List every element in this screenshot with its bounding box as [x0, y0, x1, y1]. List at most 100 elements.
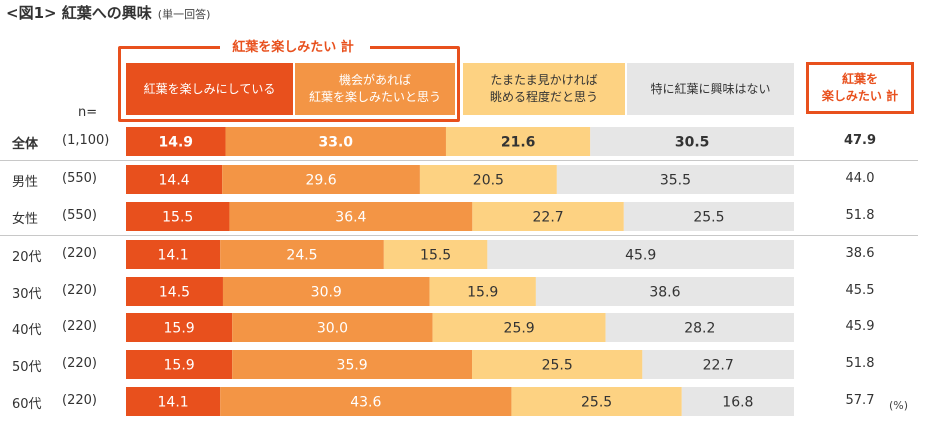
row-sample-size: (220) — [62, 318, 97, 334]
bar-segment — [225, 127, 446, 156]
bar-segment — [383, 240, 488, 269]
row-total-value: 47.9 — [843, 132, 877, 148]
bar-value-label: 14.9 — [158, 135, 193, 151]
bar-value-label: 15.9 — [467, 285, 498, 301]
row-sample-size: (550) — [62, 170, 97, 186]
bar-value-label: 22.7 — [703, 358, 734, 374]
bar-value-label: 15.5 — [162, 210, 193, 226]
bar-segment — [222, 165, 420, 194]
bar-value-label: 33.0 — [318, 135, 353, 151]
bar-value-label: 25.5 — [542, 358, 573, 374]
legend-item-2: 機会があれば 紅葉を楽しみたいと思う — [295, 63, 455, 115]
bar-segment — [126, 350, 233, 379]
bar-segment — [472, 202, 624, 231]
row-label: 30代 — [12, 286, 42, 302]
row-total-value: 45.5 — [845, 282, 875, 298]
bar-value-label: 22.7 — [533, 210, 564, 226]
row-label: 20代 — [12, 249, 42, 265]
bar-segment — [472, 350, 643, 379]
row-sample-size: (220) — [62, 245, 97, 261]
row-total-value: 51.8 — [845, 355, 875, 371]
bar-value-label: 15.5 — [420, 248, 451, 264]
row-total-value: 38.6 — [845, 245, 875, 261]
bar-segment — [220, 387, 512, 416]
row-label: 60代 — [12, 396, 42, 412]
bar-segment — [429, 277, 536, 306]
legend-item-3: たまたま見かければ 眺める程度だと思う — [463, 63, 625, 115]
row-separator — [0, 160, 918, 161]
bar-segment — [220, 240, 384, 269]
row-total-value: 44.0 — [845, 170, 875, 186]
bar-segment — [126, 387, 221, 416]
row-separator — [0, 235, 918, 236]
bar-segment — [232, 350, 473, 379]
bar-value-label: 14.4 — [159, 173, 190, 189]
bar-segment — [222, 277, 430, 306]
bar-value-label: 36.4 — [335, 210, 366, 226]
bar-segment — [556, 165, 794, 194]
row-total-value: 45.9 — [845, 318, 875, 334]
bar-segment — [229, 202, 473, 231]
bar-value-label: 21.6 — [501, 135, 536, 151]
bar-value-label: 15.9 — [164, 321, 195, 337]
bar-value-label: 29.6 — [305, 173, 336, 189]
legend-item-4: 特に紅葉に興味はない — [627, 63, 794, 115]
row-sample-size: (220) — [62, 282, 97, 298]
bar-segment — [126, 277, 223, 306]
bar-segment — [623, 202, 794, 231]
bar-segment — [445, 127, 591, 156]
bar-value-label: 30.5 — [675, 135, 710, 151]
bar-value-label: 25.5 — [581, 395, 612, 411]
bar-value-label: 20.5 — [473, 173, 504, 189]
bar-segment — [419, 165, 557, 194]
n-label: n= — [78, 105, 98, 120]
bar-value-label: 38.6 — [649, 285, 680, 301]
row-sample-size: (550) — [62, 207, 97, 223]
bar-segment — [642, 350, 794, 379]
bar-value-label: 43.6 — [350, 395, 381, 411]
bar-value-label: 16.8 — [722, 395, 753, 411]
bar-segment — [232, 313, 433, 342]
bar-segment — [511, 387, 682, 416]
bar-segment — [126, 313, 233, 342]
bar-value-label: 25.5 — [693, 210, 724, 226]
legend-item-1: 紅葉を楽しみにしている — [126, 63, 293, 115]
bar-value-label: 14.5 — [159, 285, 190, 301]
bar-segment — [535, 277, 794, 306]
bar-value-label: 15.9 — [164, 358, 195, 374]
bar-value-label: 28.2 — [684, 321, 715, 337]
bar-segment — [605, 313, 794, 342]
row-sample-size: (220) — [62, 392, 97, 408]
bar-value-label: 25.9 — [504, 321, 535, 337]
row-sample-size: (220) — [62, 355, 97, 371]
bar-segment — [126, 165, 223, 194]
chart-title: <図1> 紅葉への興味 (単一回答) — [6, 2, 210, 23]
bar-segment — [590, 127, 794, 156]
unit-label: (%) — [889, 399, 909, 412]
row-total-value: 57.7 — [845, 392, 875, 408]
bar-segment — [487, 240, 794, 269]
row-label: 40代 — [12, 322, 42, 338]
bar-value-label: 30.9 — [311, 285, 342, 301]
bar-value-label: 14.1 — [158, 248, 189, 264]
bar-value-label: 14.1 — [158, 395, 189, 411]
bar-value-label: 30.0 — [317, 321, 348, 337]
row-sample-size: (1,100) — [62, 132, 110, 148]
row-total-value: 51.8 — [845, 207, 875, 223]
bar-value-label: 45.9 — [625, 248, 656, 264]
row-label: 男性 — [12, 174, 39, 190]
bar-value-label: 24.5 — [286, 248, 317, 264]
group-label-backdrop — [220, 36, 370, 54]
row-label: 女性 — [12, 211, 39, 227]
row-label: 50代 — [12, 359, 42, 375]
bar-segment — [126, 202, 230, 231]
bar-segment — [126, 240, 221, 269]
row-label: 全体 — [12, 136, 39, 152]
chart-subtitle: (単一回答) — [157, 8, 211, 21]
bar-segment — [432, 313, 606, 342]
bar-value-label: 35.5 — [660, 173, 691, 189]
total-column-header: 紅葉を 楽しみたい 計 — [806, 62, 914, 114]
bar-value-label: 35.9 — [337, 358, 368, 374]
bar-segment — [126, 127, 226, 156]
